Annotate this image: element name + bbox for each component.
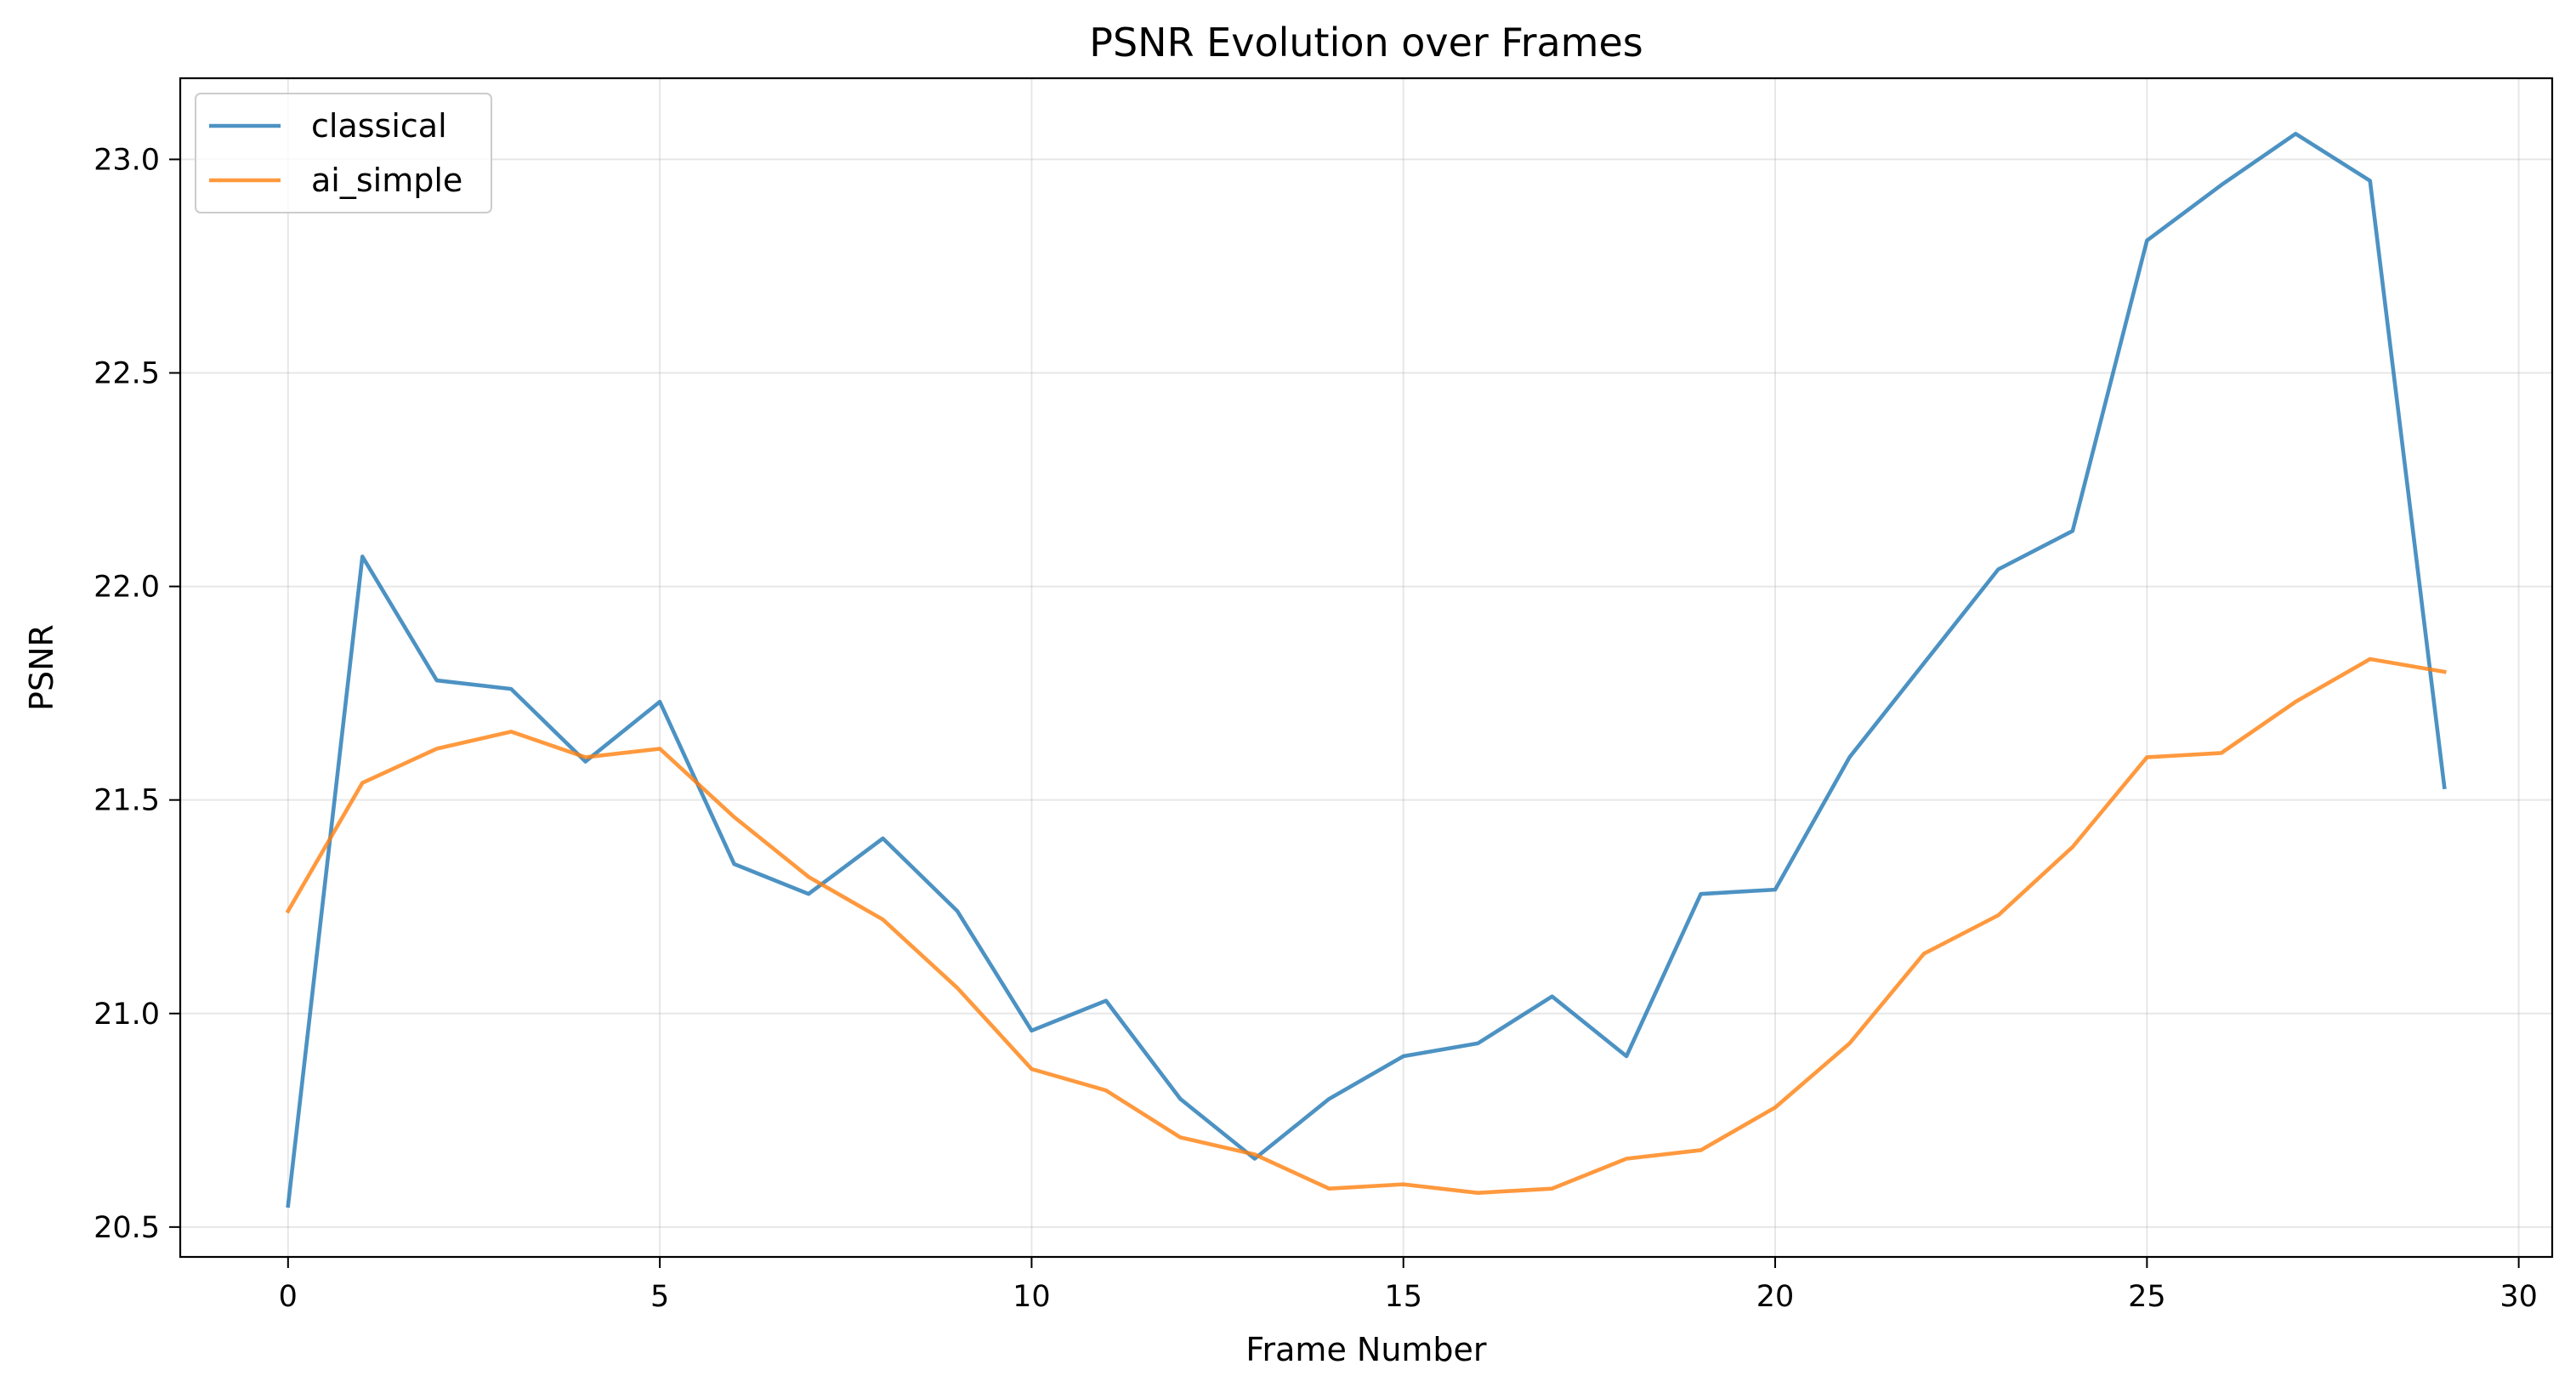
y-axis-ticks: 20.5 21.0 21.5 22.0 22.5 23.0 bbox=[94, 143, 180, 1245]
y-tick-label: 22.0 bbox=[94, 571, 160, 605]
series-line-classical bbox=[286, 131, 2447, 1208]
legend-box bbox=[195, 93, 492, 213]
y-tick-label: 22.5 bbox=[94, 357, 160, 391]
grid-lines bbox=[180, 78, 2552, 1257]
series-line-ai-simple bbox=[285, 657, 2447, 1195]
x-tick-label: 25 bbox=[2128, 1280, 2166, 1314]
x-tick-label: 20 bbox=[1756, 1280, 1795, 1314]
x-tick-label: 30 bbox=[2499, 1280, 2538, 1314]
legend: classical ai_simple bbox=[195, 93, 492, 213]
legend-label-ai-simple: ai_simple bbox=[311, 162, 462, 199]
y-tick-label: 20.5 bbox=[94, 1211, 160, 1245]
x-axis-ticks: 0 5 10 15 20 25 30 bbox=[279, 1257, 2538, 1314]
plot-area-frame bbox=[179, 77, 2554, 1259]
x-tick-label: 10 bbox=[1013, 1280, 1051, 1314]
chart-title: PSNR Evolution over Frames bbox=[1089, 20, 1643, 65]
y-tick-label: 23.0 bbox=[94, 143, 160, 177]
series-lines bbox=[285, 131, 2447, 1208]
x-tick-label: 15 bbox=[1384, 1280, 1422, 1314]
y-tick-label: 21.0 bbox=[94, 998, 160, 1032]
x-axis-label: Frame Number bbox=[1245, 1331, 1487, 1368]
x-tick-label: 0 bbox=[279, 1280, 298, 1314]
y-tick-label: 21.5 bbox=[94, 784, 160, 818]
x-tick-label: 5 bbox=[650, 1280, 669, 1314]
y-axis-label: PSNR bbox=[23, 624, 60, 711]
legend-label-classical: classical bbox=[311, 107, 447, 145]
